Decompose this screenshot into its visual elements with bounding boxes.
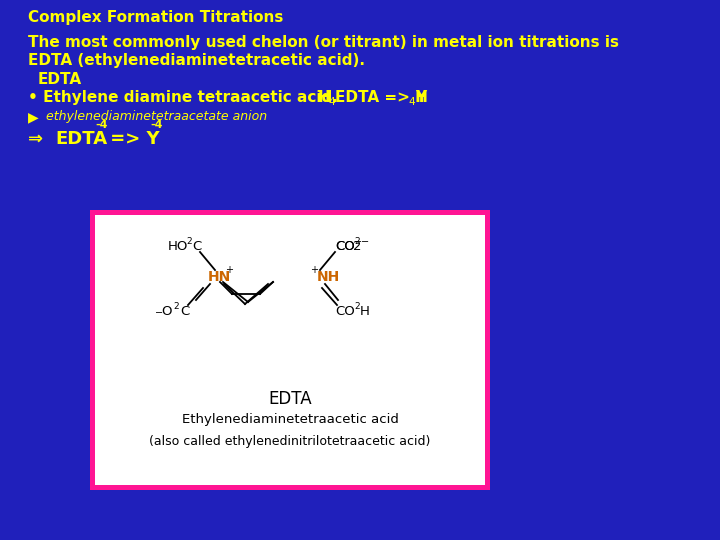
Text: −: − bbox=[354, 237, 362, 247]
Text: −: − bbox=[155, 308, 163, 318]
Text: -4: -4 bbox=[150, 120, 163, 130]
Text: ethylenediaminetetraacetate anion: ethylenediaminetetraacetate anion bbox=[46, 110, 267, 123]
Text: NH: NH bbox=[317, 270, 341, 284]
Text: 4: 4 bbox=[408, 97, 415, 107]
Text: CO: CO bbox=[335, 240, 355, 253]
Text: 2: 2 bbox=[354, 237, 359, 246]
Text: +: + bbox=[225, 265, 233, 275]
Text: CO: CO bbox=[335, 305, 355, 318]
Bar bbox=[95, 215, 485, 485]
Text: C: C bbox=[180, 305, 189, 318]
Text: −: − bbox=[361, 237, 369, 247]
Text: +: + bbox=[310, 265, 318, 275]
Text: EDTA: EDTA bbox=[38, 72, 82, 87]
Text: C: C bbox=[192, 240, 202, 253]
Text: H: H bbox=[318, 90, 330, 105]
Text: Y: Y bbox=[415, 90, 426, 105]
Text: (also called ethylenedinitrilotetraacetic acid): (also called ethylenedinitrilotetraaceti… bbox=[149, 435, 431, 448]
Text: EDTA: EDTA bbox=[55, 130, 107, 148]
Text: 2: 2 bbox=[353, 240, 361, 253]
Text: EDTA (ethylenediaminetetracetic acid).: EDTA (ethylenediaminetetracetic acid). bbox=[28, 53, 365, 68]
Text: H: H bbox=[360, 305, 370, 318]
Text: -4: -4 bbox=[95, 120, 107, 130]
Bar bbox=[90, 210, 490, 490]
Text: 2: 2 bbox=[186, 237, 192, 246]
Text: 2: 2 bbox=[354, 302, 359, 311]
Text: The most commonly used chelon (or titrant) in metal ion titrations is: The most commonly used chelon (or titran… bbox=[28, 35, 619, 50]
Text: O: O bbox=[161, 305, 171, 318]
Text: EDTA: EDTA bbox=[268, 390, 312, 408]
Text: HN: HN bbox=[208, 270, 231, 284]
Text: => Y: => Y bbox=[104, 130, 160, 148]
Text: 4: 4 bbox=[328, 97, 335, 107]
Text: EDTA => H: EDTA => H bbox=[335, 90, 428, 105]
Text: 2: 2 bbox=[173, 302, 179, 311]
Text: ▶: ▶ bbox=[28, 110, 39, 124]
Text: Ethylenediaminetetraacetic acid: Ethylenediaminetetraacetic acid bbox=[181, 413, 398, 426]
Text: HO: HO bbox=[168, 240, 189, 253]
Text: CO: CO bbox=[335, 240, 355, 253]
Text: ⇒: ⇒ bbox=[28, 130, 43, 148]
Text: Complex Formation Titrations: Complex Formation Titrations bbox=[28, 10, 284, 25]
Text: • Ethylene diamine tetraacetic acid.: • Ethylene diamine tetraacetic acid. bbox=[28, 90, 338, 105]
